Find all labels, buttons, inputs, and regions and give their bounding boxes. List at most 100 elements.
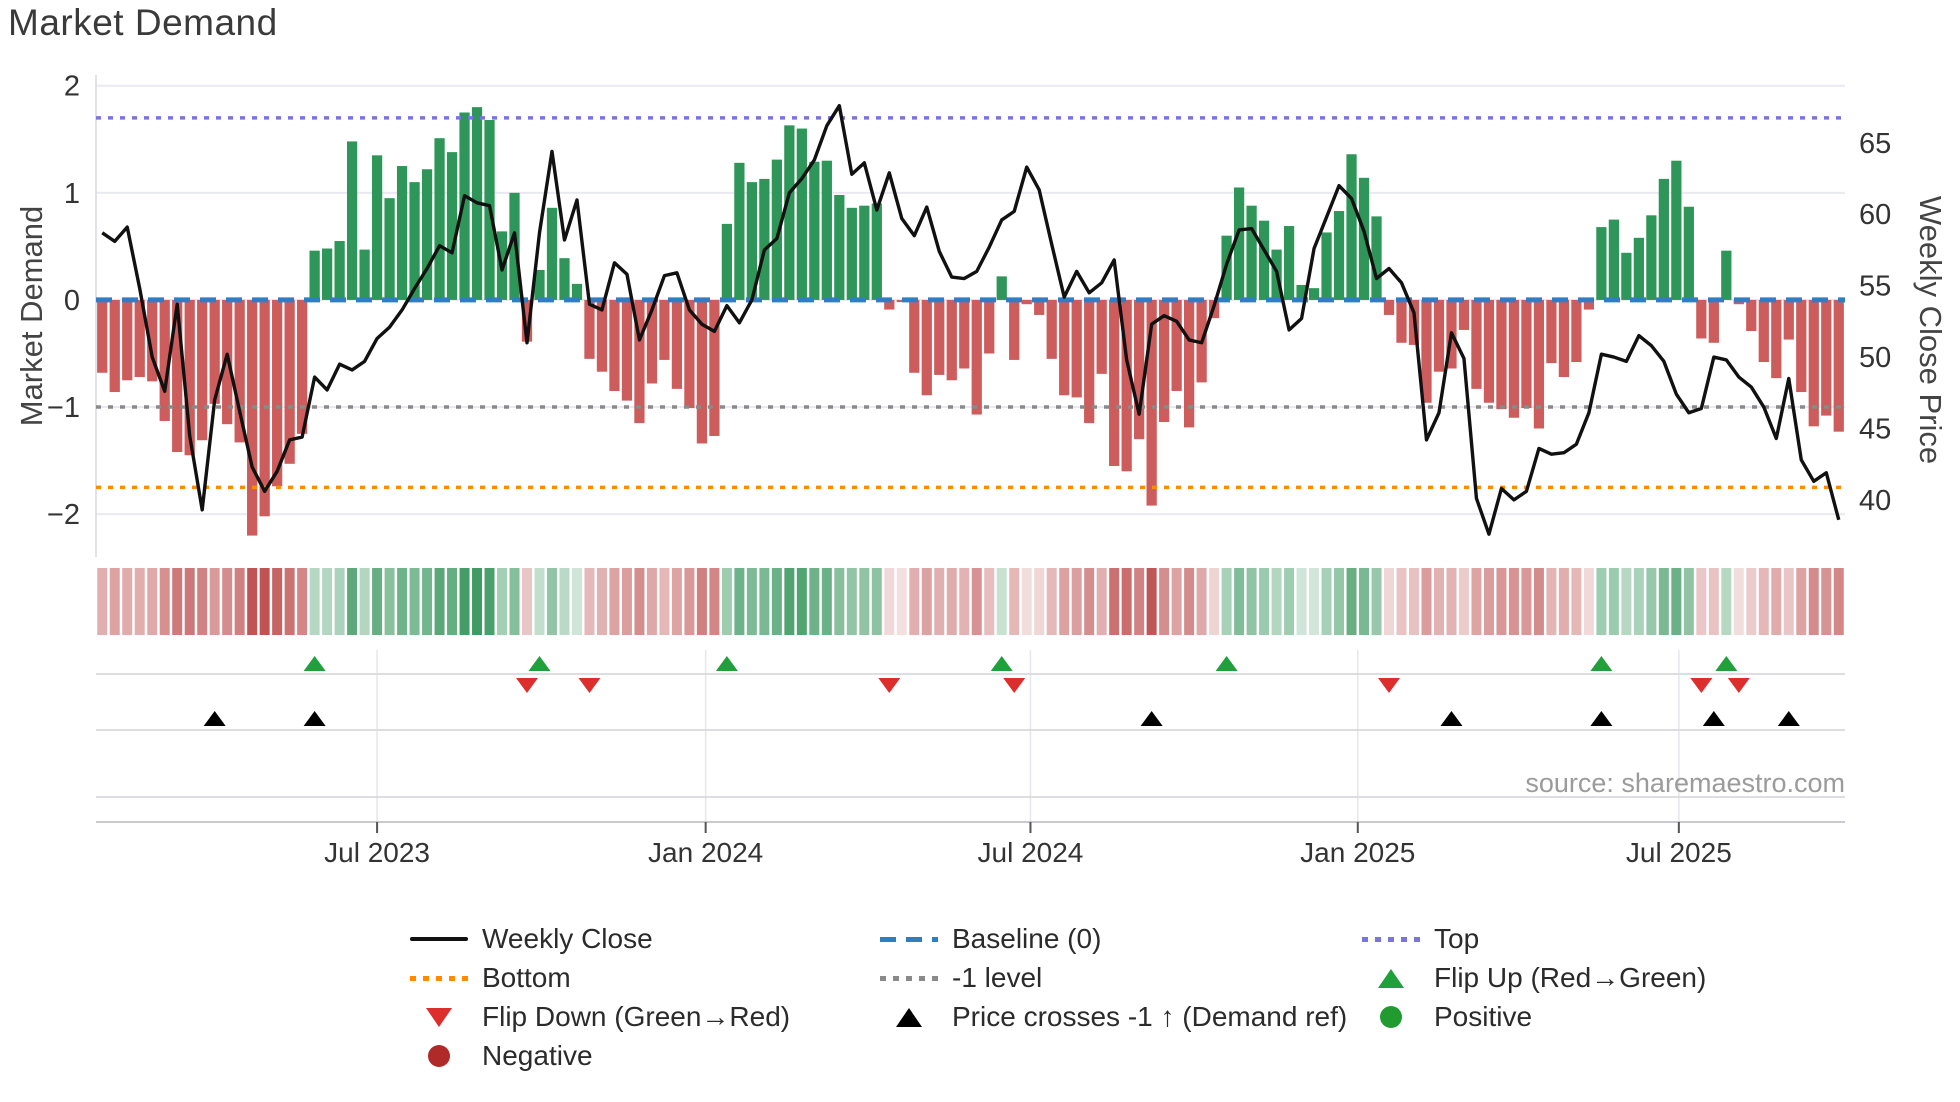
heatmap-cell <box>1071 568 1082 635</box>
demand-bar <box>609 299 620 391</box>
demand-bar <box>1071 299 1082 398</box>
legend-label: Negative <box>482 1040 593 1071</box>
heatmap-cell <box>684 568 695 635</box>
demand-bar <box>1371 216 1382 300</box>
heatmap-cell <box>1808 568 1819 635</box>
y-right-tick-label: 40 <box>1859 485 1891 517</box>
demand-bar <box>1296 284 1307 300</box>
legend-label: Bottom <box>482 962 571 993</box>
demand-bar <box>1046 299 1057 359</box>
demand-bar <box>771 159 782 300</box>
x-tick-label: Jan 2024 <box>648 837 763 868</box>
heatmap-cell <box>234 568 245 635</box>
demand-bar <box>359 249 370 300</box>
flip-up-icon <box>303 656 326 671</box>
demand-bar <box>1233 187 1245 300</box>
heatmap-cell <box>1433 568 1444 635</box>
demand-bar <box>1109 299 1120 466</box>
heatmap-cell <box>571 568 582 635</box>
heatmap-cell <box>434 568 445 635</box>
heatmap-cell <box>1334 568 1345 635</box>
heatmap-cell <box>771 568 782 635</box>
heatmap-cell <box>646 568 657 635</box>
heatmap-cell <box>596 568 607 635</box>
demand-bar <box>1159 299 1170 423</box>
demand-bar <box>1034 299 1045 315</box>
demand-bar <box>309 250 320 300</box>
demand-bar <box>834 194 845 300</box>
flip-up-icon <box>1715 656 1738 671</box>
source-label: source: sharemaestro.com <box>1525 768 1845 798</box>
heatmap-cell <box>1309 568 1320 635</box>
demand-bar <box>284 299 295 464</box>
heatmap-cell <box>1696 568 1707 635</box>
heatmap-cell <box>559 568 570 635</box>
legend-dot-gray-icon <box>880 975 938 981</box>
demand-bar <box>1683 206 1694 300</box>
dash-blue-swatch <box>880 936 938 942</box>
demand-bar <box>871 203 882 300</box>
legend-circle-green-icon <box>1362 1006 1420 1028</box>
heatmap-cell <box>1721 568 1732 635</box>
heatmap-cell <box>1346 568 1357 635</box>
y-right-tick-label: 65 <box>1859 128 1891 160</box>
heatmap-cell <box>671 568 682 635</box>
demand-bar <box>1821 299 1832 416</box>
demand-bar <box>1433 299 1445 372</box>
demand-bar <box>984 299 995 354</box>
demand-bar <box>297 299 308 434</box>
demand-bar <box>646 299 658 384</box>
heatmap-cell <box>1833 568 1844 635</box>
flip-down-icon <box>1727 678 1750 693</box>
heatmap-cell <box>634 568 645 635</box>
heatmap-cell <box>1009 568 1020 635</box>
demand-bar <box>1059 299 1070 396</box>
heatmap-cell <box>384 568 395 635</box>
legend-label: Flip Down (Green→Red) <box>482 1001 791 1032</box>
heatmap-cell <box>1259 568 1270 635</box>
y-right-tick-label: 60 <box>1859 199 1891 231</box>
heatmap-cell <box>746 568 757 635</box>
heatmap-cell <box>859 568 870 635</box>
heatmap-cell <box>621 568 632 635</box>
demand-bar <box>759 178 770 300</box>
circle-darkred-swatch <box>428 1045 450 1067</box>
heatmap-cell <box>522 568 533 635</box>
legend-dash-blue-icon <box>880 936 938 942</box>
flip-up-icon <box>1215 656 1238 671</box>
demand-bar <box>109 299 120 393</box>
y-left-tick-label: 0 <box>64 285 80 317</box>
heatmap-cell <box>1546 568 1557 635</box>
heatmap-cell <box>1371 568 1382 635</box>
heatmap-cell <box>696 568 707 635</box>
legend-tri-up-green-icon <box>1362 968 1420 988</box>
x-tick-label: Jul 2024 <box>978 837 1084 868</box>
heatmap-cell <box>309 568 320 635</box>
heatmap-cell <box>1396 568 1407 635</box>
flip-down-markers <box>516 678 1750 693</box>
x-tick-label: Jan 2025 <box>1300 837 1415 868</box>
demand-bar <box>247 299 258 536</box>
demand-bar <box>1696 299 1707 339</box>
demand-bar <box>172 299 183 453</box>
heatmap-cell <box>472 568 483 635</box>
heatmap-cell <box>259 568 270 635</box>
heatmap-cell <box>1146 568 1157 635</box>
heatmap-cell <box>484 568 495 635</box>
demand-bar <box>234 299 245 443</box>
demand-bar <box>134 299 145 378</box>
legend-item-top: Top <box>1362 922 1479 956</box>
demand-bar <box>1246 205 1257 300</box>
demand-bar <box>184 299 195 456</box>
heatmap-cell <box>334 568 345 635</box>
demand-bar <box>584 299 595 359</box>
heatmap-cell <box>1171 568 1182 635</box>
price-cross-markers <box>203 711 1800 726</box>
heatmap-cell <box>1284 568 1295 635</box>
tri-up-black-swatch <box>896 1007 922 1027</box>
heatmap-cell <box>709 568 720 635</box>
legend-item-positive: Positive <box>1362 1000 1532 1034</box>
heatmap-cell <box>1733 568 1744 635</box>
demand-bar <box>1621 252 1632 300</box>
demand-bar <box>396 166 408 300</box>
